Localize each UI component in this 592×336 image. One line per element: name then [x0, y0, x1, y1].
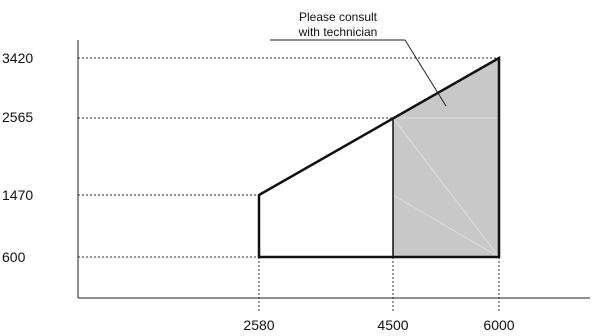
shaded-hatch-1	[392, 194, 500, 258]
annotation-line-2: with technician	[298, 25, 378, 39]
x-tick-label-4500: 4500	[377, 317, 408, 333]
y-tick-label-1470: 1470	[2, 187, 33, 203]
axes	[77, 40, 590, 299]
shaded-region	[393, 58, 499, 257]
operating-region-outline	[257, 55, 501, 259]
x-tick-label-2580: 2580	[243, 317, 274, 333]
regions	[257, 55, 501, 259]
annotation: Please consult with technician	[270, 10, 447, 107]
annotation-leader	[404, 39, 447, 107]
y-tick-label-3420: 3420	[2, 50, 33, 66]
tick-labels: 3420 2565 1470 600 2580 4500 6000	[2, 50, 515, 333]
guide-lines	[78, 57, 500, 312]
y-tick-label-2565: 2565	[2, 109, 33, 125]
shaded-hatch-0	[392, 117, 500, 258]
y-tick-label-600: 600	[2, 249, 26, 265]
x-tick-label-6000: 6000	[483, 317, 514, 333]
annotation-line-1: Please consult	[299, 10, 378, 24]
